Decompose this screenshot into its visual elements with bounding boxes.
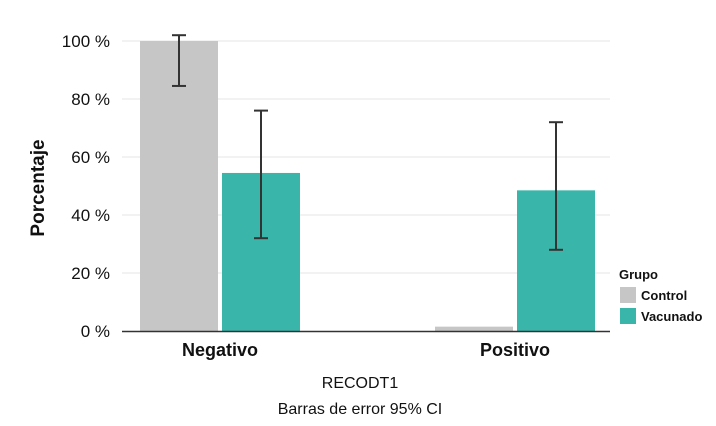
bars <box>140 41 595 331</box>
bar <box>435 326 513 331</box>
y-tick-label: 40 % <box>71 206 110 225</box>
y-tick-labels: 0 % 20 % 40 % 60 % 80 % 100 % <box>62 32 110 341</box>
y-tick-label: 80 % <box>71 90 110 109</box>
category-labels: Negativo Positivo <box>182 340 550 360</box>
y-axis-title: Porcentaje <box>28 139 49 236</box>
legend-label: Control <box>641 288 687 303</box>
legend-swatch <box>620 287 636 303</box>
error-bars <box>172 34 563 251</box>
y-tick-label: 20 % <box>71 264 110 283</box>
y-tick-label: 60 % <box>71 148 110 167</box>
legend: Grupo Control Vacunado <box>619 267 702 324</box>
legend-label: Vacunado <box>641 309 702 324</box>
y-tick-label: 100 % <box>62 32 110 51</box>
chart-subtitle: Barras de error 95% CI <box>278 401 443 418</box>
legend-title: Grupo <box>619 267 658 282</box>
y-tick-label: 0 % <box>81 322 110 341</box>
bar <box>140 41 218 331</box>
category-label: Negativo <box>182 340 258 360</box>
legend-swatch <box>620 308 636 324</box>
x-axis-title: RECODT1 <box>322 375 399 392</box>
category-label: Positivo <box>480 340 550 360</box>
